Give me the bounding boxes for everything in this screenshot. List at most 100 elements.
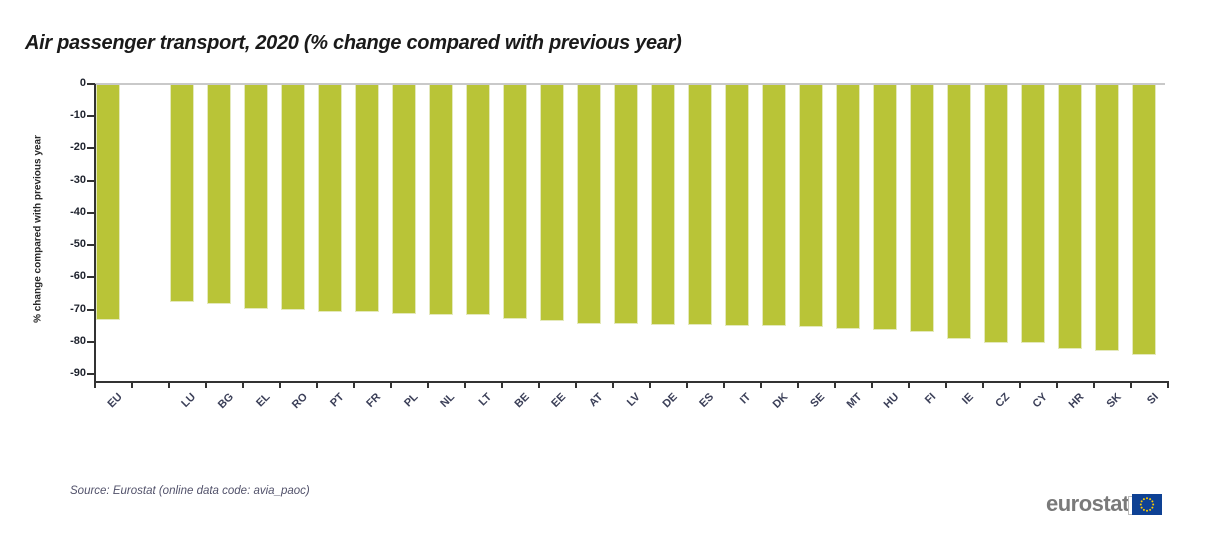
x-label-at: AT bbox=[587, 391, 606, 410]
bar-bg bbox=[207, 85, 231, 304]
x-axis-tick-mark bbox=[612, 381, 614, 388]
bar-ro bbox=[281, 85, 305, 310]
x-axis-tick-mark bbox=[575, 381, 577, 388]
x-label-cz: CZ bbox=[993, 391, 1013, 410]
x-axis-tick-mark bbox=[279, 381, 281, 388]
bar-it bbox=[725, 85, 749, 326]
eu-flag-icon bbox=[1127, 493, 1162, 515]
y-tick-label: -10 bbox=[70, 109, 86, 122]
x-axis-tick-mark bbox=[945, 381, 947, 388]
x-label-mt: MT bbox=[844, 391, 865, 411]
zero-gridline bbox=[95, 83, 1165, 85]
bar-nl bbox=[429, 85, 453, 315]
x-axis-tick-mark bbox=[686, 381, 688, 388]
x-axis-tick-mark bbox=[797, 381, 799, 388]
x-axis-tick-mark bbox=[501, 381, 503, 388]
x-axis-tick-mark bbox=[427, 381, 429, 388]
chart-title: Air passenger transport, 2020 (% change … bbox=[25, 32, 682, 54]
x-label-fr: FR bbox=[364, 391, 384, 410]
x-label-lu: LU bbox=[179, 391, 199, 410]
bar-cz bbox=[984, 85, 1008, 343]
x-label-bg: BG bbox=[215, 391, 236, 412]
y-tick-mark bbox=[87, 373, 95, 375]
y-tick-label: -60 bbox=[70, 270, 86, 283]
bar-mt bbox=[836, 85, 860, 329]
bar-pl bbox=[392, 85, 416, 314]
bar-ie bbox=[947, 85, 971, 339]
x-label-nl: NL bbox=[438, 391, 458, 410]
x-axis-tick-mark bbox=[538, 381, 540, 388]
x-axis-tick-mark bbox=[908, 381, 910, 388]
x-axis-tick-mark bbox=[205, 381, 207, 388]
x-label-dk: DK bbox=[770, 391, 791, 411]
y-tick-label: -20 bbox=[70, 141, 86, 154]
y-tick-mark bbox=[87, 147, 95, 150]
y-tick-mark bbox=[87, 179, 95, 182]
bar-cy bbox=[1021, 85, 1045, 343]
bar-fi bbox=[910, 85, 934, 332]
x-axis-tick-mark bbox=[353, 381, 355, 388]
x-label-ro: RO bbox=[289, 391, 310, 412]
x-axis-tick-mark bbox=[94, 381, 96, 388]
x-axis-tick-mark bbox=[316, 381, 318, 388]
bar-at bbox=[577, 85, 601, 324]
bar-de bbox=[651, 85, 675, 325]
bar-el bbox=[244, 85, 268, 309]
x-label-es: ES bbox=[697, 391, 717, 410]
y-tick-mark bbox=[87, 83, 95, 85]
x-axis-tick-mark bbox=[131, 381, 133, 388]
x-axis-tick-mark bbox=[723, 381, 725, 388]
bar-be bbox=[503, 85, 527, 319]
x-label-pl: PL bbox=[402, 391, 421, 410]
bar-lu bbox=[170, 85, 194, 302]
x-label-lv: LV bbox=[624, 391, 643, 409]
x-label-pt: PT bbox=[328, 391, 347, 410]
bar-es bbox=[688, 85, 712, 325]
x-axis-line bbox=[94, 381, 1168, 383]
x-axis-tick-mark bbox=[168, 381, 170, 388]
x-label-de: DE bbox=[660, 391, 680, 411]
y-axis-line bbox=[94, 84, 96, 388]
y-tick-label: -80 bbox=[70, 334, 86, 347]
bar-fr bbox=[355, 85, 379, 312]
x-label-hr: HR bbox=[1066, 391, 1087, 411]
bar-ee bbox=[540, 85, 564, 321]
x-axis-tick-mark bbox=[1093, 381, 1095, 388]
x-label-fi: FI bbox=[923, 391, 939, 407]
y-tick-mark bbox=[87, 244, 95, 247]
y-axis-title: % change compared with previous year bbox=[32, 135, 44, 323]
bar-pt bbox=[318, 85, 342, 312]
x-label-hu: HU bbox=[881, 391, 902, 411]
y-tick-mark bbox=[87, 115, 95, 118]
y-tick-label: -50 bbox=[70, 238, 86, 251]
y-tick-label: -90 bbox=[70, 367, 86, 379]
source-note: Source: Eurostat (online data code: avia… bbox=[70, 485, 310, 497]
x-axis-tick-mark bbox=[464, 381, 466, 388]
eu-flag-svg bbox=[1131, 493, 1162, 515]
x-label-si: SI bbox=[1144, 391, 1161, 407]
eurostat-logo-text: eurostat bbox=[1046, 491, 1129, 516]
x-label-be: BE bbox=[512, 391, 532, 411]
bar-se bbox=[799, 85, 823, 327]
y-tick-mark bbox=[87, 211, 95, 214]
x-label-el: EL bbox=[254, 391, 273, 410]
x-label-ie: IE bbox=[959, 391, 976, 407]
x-label-cy: CY bbox=[1030, 391, 1050, 411]
x-axis-tick-mark bbox=[1056, 381, 1058, 388]
x-axis-tick-mark bbox=[834, 381, 836, 388]
x-axis-tick-mark bbox=[760, 381, 762, 388]
y-tick-mark bbox=[87, 340, 95, 343]
y-tick-label: 0 bbox=[79, 77, 86, 89]
y-tick-label: -30 bbox=[70, 173, 86, 186]
bar-eu bbox=[96, 85, 120, 320]
x-label-sk: SK bbox=[1104, 391, 1124, 411]
x-axis-tick-mark bbox=[1019, 381, 1021, 388]
x-axis-tick-mark bbox=[1167, 381, 1169, 388]
x-axis-tick-mark bbox=[1130, 381, 1132, 388]
y-tick-mark bbox=[87, 308, 95, 311]
bar-lv bbox=[614, 85, 638, 324]
y-tick-label: -70 bbox=[70, 302, 86, 315]
x-label-lt: LT bbox=[477, 391, 495, 409]
eurostat-logo: eurostat bbox=[1046, 492, 1162, 516]
